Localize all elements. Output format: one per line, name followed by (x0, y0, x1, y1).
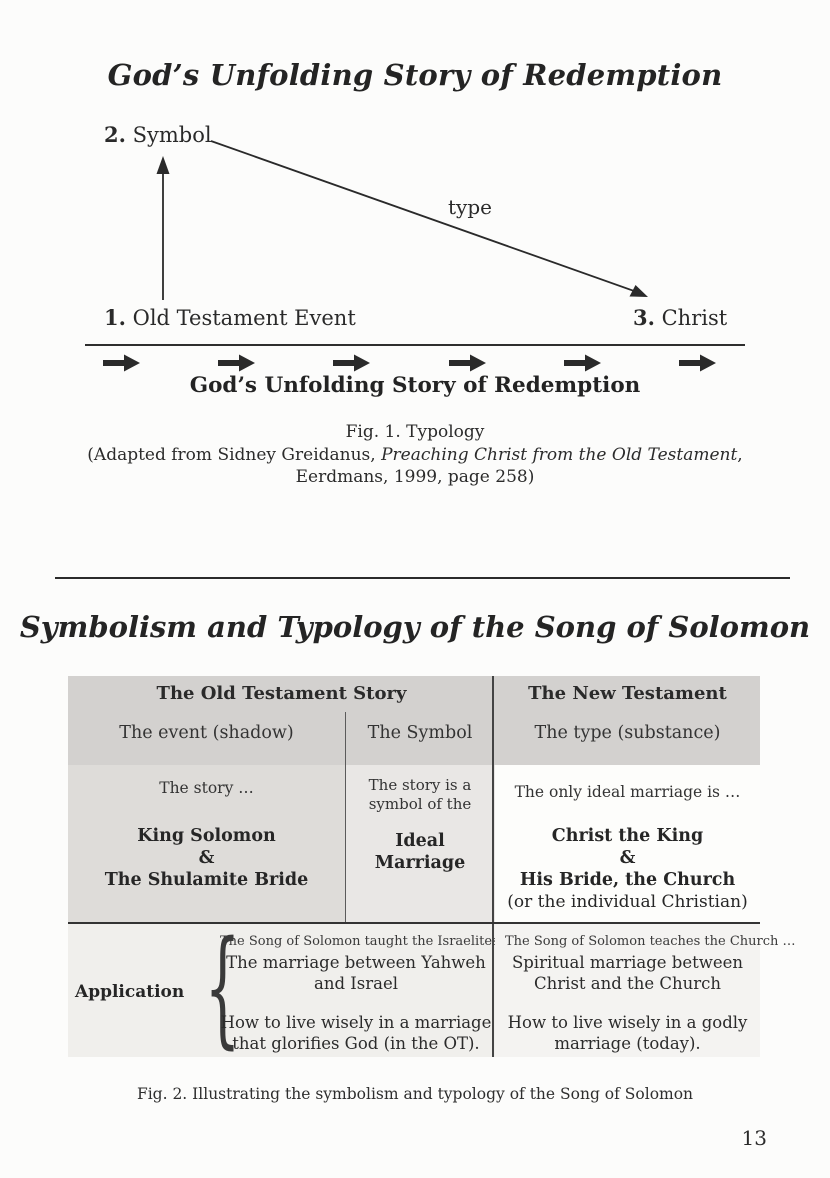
cell-symbol: The story is a symbol of the Ideal Marri… (345, 765, 495, 922)
symbol-name-line: Marriage (374, 853, 466, 873)
type-intro: The only ideal marriage is … (514, 783, 741, 801)
column-header-event: The event (shadow) (119, 723, 294, 743)
spacer (505, 994, 750, 1012)
figure-2-caption: Fig. 2. Illustrating the symbolism and t… (136, 1085, 694, 1103)
application-label: Application (75, 982, 185, 1002)
table-header: The Old Testament Story The New Testamen… (68, 676, 760, 765)
page-number: 13 (741, 1126, 767, 1150)
timeline-arrows-row (103, 352, 717, 374)
type-name-line: Christ the King (551, 826, 704, 846)
table-double-rule-ot-nt (492, 676, 494, 1057)
figure-1-title: God’s Unfolding Story of Redemption (107, 58, 723, 92)
column-header-type: The type (substance) (534, 723, 721, 743)
figure-1-caption-line3: Eerdmans, 1999, page 258) (295, 467, 535, 487)
event-text: Old Testament Event (125, 306, 356, 330)
application-row-right: The Song of Solomon teaches the Church …… (495, 922, 796, 1057)
figure-1-caption-line1: Fig. 1. Typology (345, 422, 485, 442)
symbol-names: Ideal Marriage (345, 830, 495, 874)
event-names: King Solomon & The Shulamite Bride (68, 825, 345, 891)
christ-text: Christ (654, 306, 728, 330)
symbol-name-line: Ideal (395, 831, 445, 851)
application-nt-text: The Song of Solomon teaches the Church …… (505, 931, 796, 1054)
application-ot-paragraph1: The marriage between Yahweh and Israel (226, 953, 486, 993)
christ-node-label: 3. Christ (633, 305, 727, 330)
timeline-title: God’s Unfolding Story of Redemption (189, 373, 641, 398)
event-intro: The story … (159, 779, 254, 797)
timeline-line (85, 344, 745, 346)
type-arrow-icon (210, 140, 648, 297)
event-name-line: & (198, 848, 215, 868)
right-arrow-icon (218, 354, 256, 372)
type-names: Christ the King & His Bride, the Church … (495, 825, 760, 913)
header-old-testament-story: The Old Testament Story (156, 683, 407, 704)
cell-type: The only ideal marriage is … Christ the … (495, 765, 760, 922)
application-nt-paragraph2: How to live wisely in a godly marriage (… (507, 1013, 748, 1053)
application-ot-smallline: The Song of Solomon taught the Israelite… (220, 934, 516, 949)
christ-number: 3. (633, 305, 655, 330)
caption-source-suffix: , (737, 444, 743, 465)
type-name-line: His Bride, the Church (519, 870, 736, 890)
table-rule-application (68, 922, 760, 924)
figure-1-caption: Fig. 1. Typology (Adapted from Sidney Gr… (0, 421, 830, 489)
application-nt-smallline: The Song of Solomon teaches the Church … (505, 934, 796, 949)
application-ot-text: The Song of Solomon taught the Israelite… (220, 931, 516, 1054)
table-rule-event-symbol (345, 712, 346, 922)
right-arrow-icon (103, 354, 140, 372)
figure-2-title: Symbolism and Typology of the Song of So… (19, 610, 811, 644)
spacer (220, 994, 492, 1012)
event-node-label: 1. Old Testament Event (104, 305, 356, 330)
header-new-testament: The New Testament (528, 683, 727, 704)
up-arrow-icon (156, 156, 170, 300)
figure-1-caption-line2: (Adapted from Sidney Greidanus, Preachin… (0, 444, 830, 467)
right-arrow-icon (333, 354, 371, 372)
symbol-text: Symbol (125, 123, 212, 147)
event-name-line: King Solomon (137, 826, 276, 846)
event-number: 1. (104, 305, 126, 330)
typology-diagram (156, 140, 648, 300)
right-arrow-icon (563, 354, 601, 372)
symbol-node-label: 2. Symbol (104, 122, 212, 147)
section-divider (55, 577, 790, 579)
event-name-line: The Shulamite Bride (104, 870, 309, 890)
type-name-note: (or the individual Christian) (507, 892, 748, 912)
type-name-line: & (619, 848, 636, 868)
application-ot-paragraph2: How to live wisely in a marriage that gl… (220, 1013, 492, 1053)
right-arrow-icon (678, 354, 716, 372)
right-arrow-icon (448, 354, 486, 372)
caption-book-title: Preaching Christ from the Old Testament (381, 444, 738, 465)
application-row-left: Application { The Song of Solomon taught… (68, 922, 516, 1057)
type-arrow-label: type (448, 195, 492, 219)
symbol-number: 2. (104, 122, 126, 147)
caption-source-prefix: (Adapted from Sidney Greidanus, (87, 444, 382, 465)
cell-event-story: The story … King Solomon & The Shulamite… (68, 765, 345, 922)
column-header-symbol: The Symbol (367, 723, 473, 743)
application-nt-paragraph1: Spiritual marriage between Christ and th… (511, 953, 744, 993)
symbol-intro: The story is a symbol of the (368, 776, 472, 813)
typology-table: The Old Testament Story The New Testamen… (68, 676, 796, 1057)
